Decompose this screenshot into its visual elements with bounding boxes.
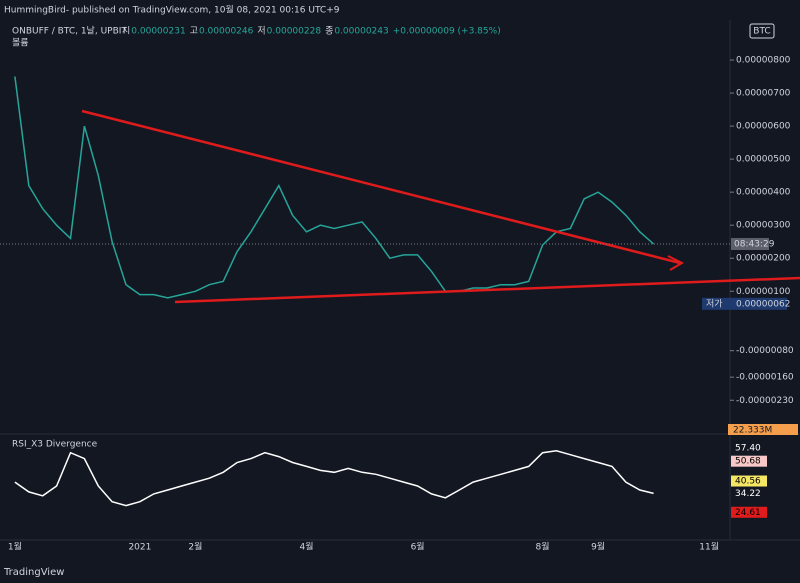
- y-tick-label: -0.00000230: [736, 396, 794, 406]
- low-value: 0.00000062: [736, 299, 790, 309]
- trend-line: [174, 276, 800, 304]
- y-tick-label: 40.56: [735, 477, 761, 487]
- y-tick-label: 0.00000700: [736, 89, 791, 99]
- x-tick-label: 8월: [536, 541, 550, 553]
- x-tick-label: 2021: [128, 543, 151, 553]
- footer: TradingView: [3, 567, 64, 578]
- y-tick-label: 0.00000300: [736, 221, 791, 231]
- plot: [14, 76, 655, 507]
- currency-box: [749, 23, 775, 39]
- rsi-title: RSI_X3 Divergence: [12, 440, 98, 450]
- x-tick-label: 1월: [8, 541, 22, 553]
- volume-box: [728, 424, 798, 435]
- ohlc-value: 0.00000228: [267, 27, 322, 37]
- countdown-box: [731, 238, 769, 251]
- x-tick-label: 2월: [188, 541, 202, 553]
- ohlc-label: 시: [122, 26, 130, 37]
- y-tick-box: [731, 475, 767, 487]
- currency: BTC: [753, 27, 770, 37]
- x-tick-label: 6월: [411, 541, 425, 553]
- y-tick-box: [731, 455, 767, 467]
- volume-value: 22.333M: [733, 426, 772, 436]
- ohlc-value: 0.00000246: [199, 27, 254, 37]
- change: +0.00000009 (+3.85%): [393, 27, 501, 37]
- y-tick-label: 0.00000500: [736, 155, 791, 165]
- ohlc-label: 종: [325, 26, 333, 37]
- x-tick-label: 11월: [699, 541, 719, 553]
- y-tick-label: 0.00000600: [736, 122, 791, 132]
- arrow-head: [667, 255, 685, 271]
- volume-label: 볼륨: [12, 38, 29, 49]
- y-tick-label: 50.68: [735, 457, 761, 467]
- y-tick-label: -0.00000080: [736, 346, 794, 356]
- y-tick-label: 24.61: [735, 508, 761, 518]
- low-label: 저가: [706, 298, 723, 309]
- ohlc-label: 저: [257, 26, 265, 37]
- y-tick-box: [731, 506, 767, 518]
- y-tick-label: -0.00000160: [736, 373, 794, 383]
- price-line: [14, 450, 654, 507]
- symbol: ONBUFF / BTC, 1날, UPBIT: [12, 26, 127, 37]
- y-tick-label: 34.22: [735, 489, 761, 499]
- header: HummingBird- published on TradingView.co…: [4, 4, 340, 16]
- ohlc-value: 0.00000231: [131, 27, 185, 37]
- countdown: 08:43:29: [734, 240, 775, 250]
- price-line: [14, 76, 655, 299]
- trend-line: [81, 109, 681, 265]
- ohlc-label: 고: [190, 27, 198, 37]
- y-tick-box: [731, 487, 767, 499]
- y-tick-box: [731, 442, 767, 454]
- y-tick-label: 0.00000400: [736, 188, 791, 198]
- ohlc-value: 0.00000243: [334, 27, 388, 37]
- low-box: [702, 297, 787, 310]
- y-tick-label: 0.00000100: [736, 287, 791, 297]
- y-tick-label: 57.40: [735, 444, 761, 454]
- y-tick-label: 0.00000200: [736, 254, 791, 264]
- y-tick-label: 0.00000800: [736, 56, 791, 66]
- x-tick-label: 4월: [300, 541, 314, 553]
- x-tick-label: 9월: [591, 541, 605, 553]
